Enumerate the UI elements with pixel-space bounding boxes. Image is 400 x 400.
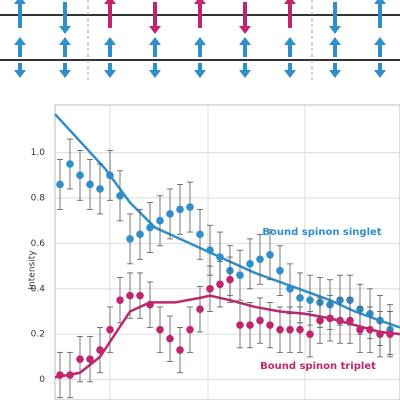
spin-arrowhead <box>374 0 386 4</box>
data-point <box>216 280 224 289</box>
spin-arrowhead <box>239 26 251 34</box>
data-point <box>116 191 124 200</box>
data-point <box>366 325 374 334</box>
data-point <box>126 235 134 243</box>
data-point <box>256 316 264 325</box>
data-point <box>386 330 394 338</box>
data-point <box>206 246 214 255</box>
y-tick-label: 0.6 <box>31 239 46 249</box>
data-point <box>76 355 84 363</box>
data-point <box>96 185 104 193</box>
spin-arrowhead <box>329 37 341 45</box>
plot-frame <box>54 104 400 400</box>
spin-arrowhead <box>14 37 26 45</box>
data-point <box>136 291 144 300</box>
y-tick-label: 0.8 <box>31 194 46 204</box>
data-point <box>206 285 214 293</box>
data-point <box>326 314 334 323</box>
spin-arrowhead <box>329 70 341 78</box>
data-point <box>176 205 184 214</box>
data-point <box>186 203 194 211</box>
spin-arrowhead <box>104 37 116 45</box>
series-label: Bound spinon singlet <box>262 227 381 238</box>
data-point <box>56 371 64 379</box>
data-point <box>116 296 124 304</box>
data-point <box>176 346 184 354</box>
spin-arrowhead <box>14 70 26 78</box>
data-point <box>156 216 164 225</box>
y-tick-label: 0 <box>39 375 45 385</box>
spin-arrowhead <box>194 0 206 4</box>
spin-arrowhead <box>239 37 251 45</box>
data-point <box>306 296 314 304</box>
spin-arrowhead <box>194 70 206 78</box>
data-point <box>166 334 174 343</box>
spin-arrowhead <box>149 37 161 45</box>
spin-arrowhead <box>104 70 116 78</box>
data-point <box>66 160 74 168</box>
data-point <box>166 210 174 218</box>
data-point <box>216 253 224 261</box>
y-axis-label: Intensity <box>28 250 38 290</box>
data-point <box>296 325 304 334</box>
data-point <box>56 180 64 189</box>
data-point <box>146 300 154 309</box>
data-point <box>236 271 244 279</box>
spin-arrowhead <box>14 0 26 4</box>
data-point <box>266 250 274 259</box>
spin-arrowhead <box>374 70 386 78</box>
y-tick-label: 0.2 <box>31 330 45 340</box>
y-tick-label: 0.4 <box>31 284 46 294</box>
data-point <box>106 171 114 180</box>
data-point <box>276 266 284 275</box>
spin-arrowhead <box>284 37 296 45</box>
data-point <box>106 325 114 334</box>
data-point <box>226 275 234 284</box>
spin-arrowhead <box>329 26 341 34</box>
data-point <box>256 255 264 264</box>
data-point <box>246 260 254 268</box>
data-point <box>376 330 384 338</box>
data-point <box>266 321 274 329</box>
data-point <box>86 180 94 189</box>
data-point <box>136 230 144 239</box>
data-point <box>296 294 304 302</box>
data-point <box>346 316 354 325</box>
data-point <box>146 223 154 232</box>
spin-arrowhead <box>284 70 296 78</box>
spin-arrowhead <box>59 70 71 78</box>
series-label: Bound spinon triplet <box>260 361 376 372</box>
data-point <box>196 305 204 314</box>
data-point <box>356 325 364 334</box>
spin-arrowhead <box>149 70 161 78</box>
data-point <box>186 325 194 334</box>
data-point <box>196 230 204 239</box>
spin-arrowhead <box>284 0 296 4</box>
y-tick-label: 1.0 <box>31 148 46 158</box>
data-point <box>76 171 84 180</box>
data-point <box>336 316 344 325</box>
data-point <box>126 291 134 300</box>
data-point <box>156 325 164 334</box>
data-point <box>276 325 284 334</box>
spin-arrowhead <box>374 37 386 45</box>
data-point <box>286 285 294 293</box>
data-point <box>246 321 254 329</box>
data-point <box>86 355 94 363</box>
spin-chain-diagram <box>0 0 400 80</box>
data-point <box>316 316 324 325</box>
data-point <box>96 346 104 354</box>
spin-arrowhead <box>239 70 251 78</box>
spin-arrowhead <box>59 26 71 34</box>
data-point <box>306 330 314 338</box>
data-point <box>66 371 74 379</box>
spin-arrowhead <box>194 37 206 45</box>
spin-arrowhead <box>59 37 71 45</box>
data-point <box>286 325 294 334</box>
data-point <box>236 321 244 329</box>
spin-arrowhead <box>104 0 116 4</box>
spin-arrowhead <box>149 26 161 34</box>
